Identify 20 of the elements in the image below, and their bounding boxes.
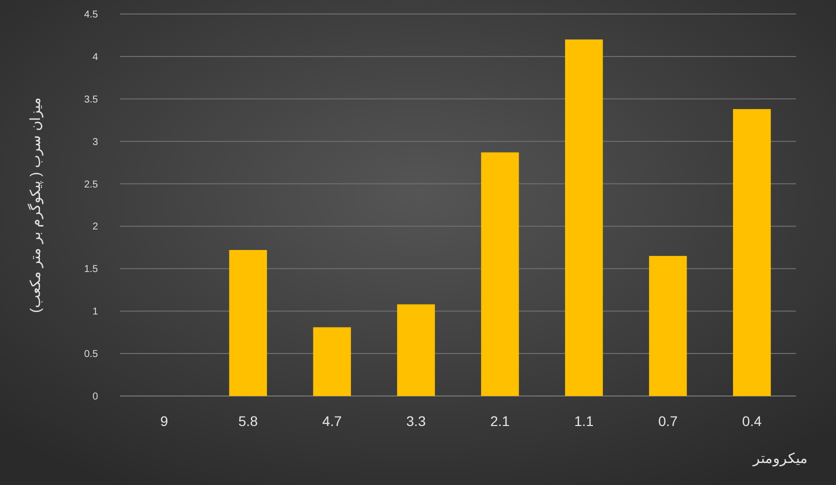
y-tick-label: 0.5 [84, 349, 98, 360]
x-tick-label: 5.8 [238, 413, 258, 429]
y-tick-label: 1 [92, 306, 98, 318]
y-tick-label: 3 [92, 136, 98, 148]
y-tick-label: 0 [92, 392, 98, 402]
y-axis-title: میزان سرب ( پیکوگرم بر متر مکعب) [27, 97, 44, 313]
x-tick-label: 3.3 [406, 413, 426, 429]
x-tick-label: 1.1 [574, 413, 594, 429]
x-axis-title: میکرومتر [752, 450, 808, 467]
x-tick-label: 0.7 [658, 413, 678, 429]
y-tick-label: 2 [92, 222, 98, 233]
y-tick-label: 3.5 [84, 94, 98, 106]
y-tick-label: 1.5 [84, 264, 98, 276]
y-tick-label: 4 [92, 52, 98, 63]
x-tick-label: 2.1 [490, 413, 510, 429]
x-tick-label: 4.7 [322, 413, 342, 429]
y-tick-label: 2.5 [84, 179, 98, 190]
x-tick-label: 0.4 [742, 413, 762, 429]
x-tick-label: 9 [160, 413, 168, 429]
y-tick-label: 4.5 [84, 10, 98, 20]
